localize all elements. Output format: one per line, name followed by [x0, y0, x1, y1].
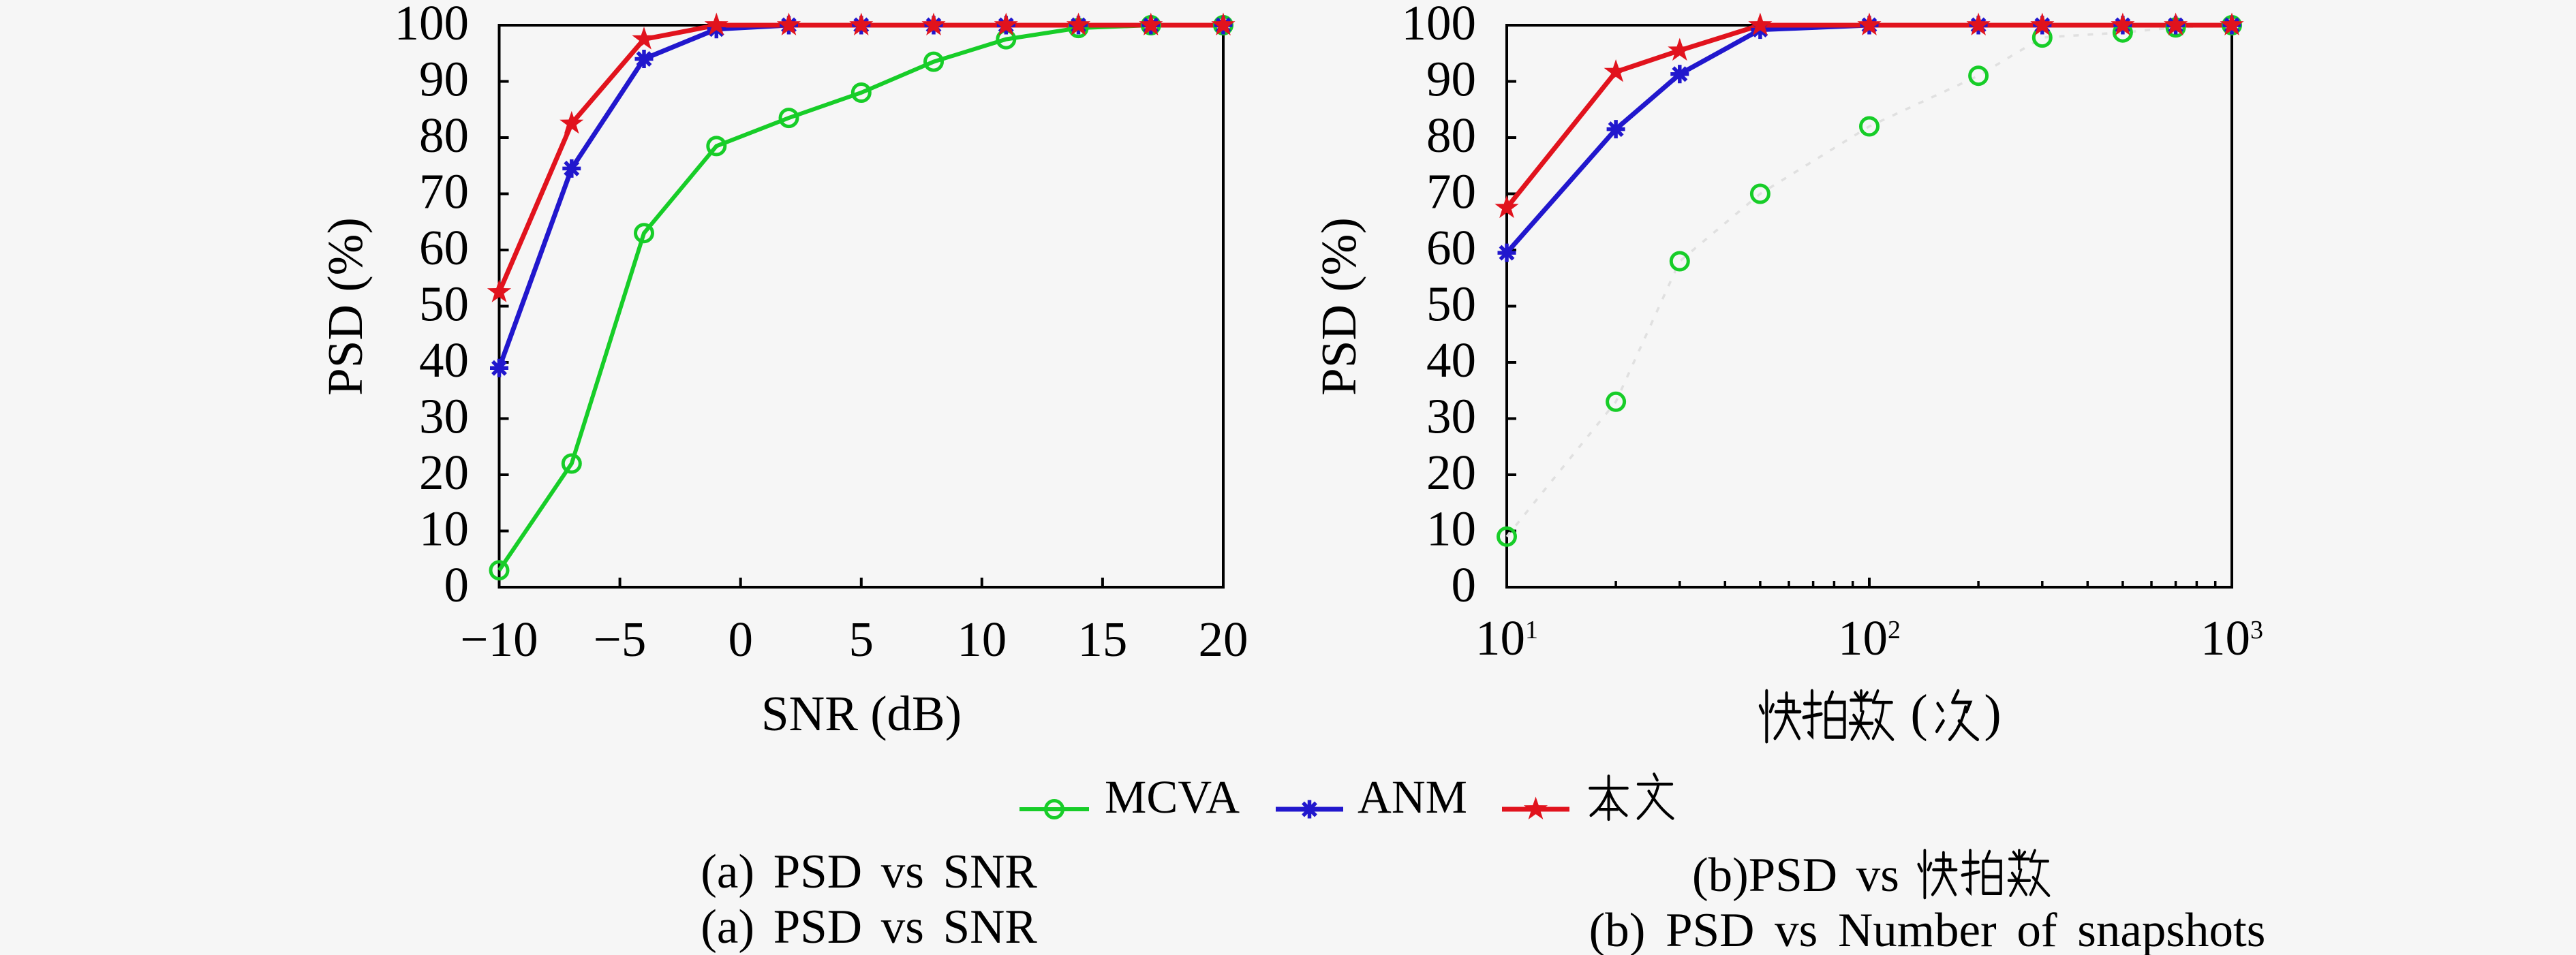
svg-text:80: 80 [419, 108, 469, 163]
svg-text:(a) PSD vs SNR: (a) PSD vs SNR [701, 901, 1037, 954]
svg-text:100: 100 [395, 0, 470, 50]
svg-text:90: 90 [419, 52, 469, 107]
svg-text:ANM: ANM [1358, 771, 1467, 823]
svg-text:(b)PSD vs: (b)PSD vs [1692, 849, 1899, 902]
svg-text:0: 0 [728, 612, 753, 667]
svg-text:(b) PSD vs Number of snapshots: (b) PSD vs Number of snapshots [1589, 904, 2266, 955]
svg-text:(: ( [1910, 685, 1927, 742]
svg-text:10: 10 [419, 501, 469, 557]
svg-text:50: 50 [419, 277, 469, 332]
svg-text:SNR (dB): SNR (dB) [761, 686, 962, 741]
svg-text:10: 10 [957, 612, 1007, 667]
svg-text:30: 30 [419, 389, 469, 444]
svg-text:70: 70 [419, 164, 469, 219]
svg-text:60: 60 [419, 220, 469, 275]
svg-text:−5: −5 [594, 612, 647, 667]
svg-text:−10: −10 [460, 612, 538, 667]
svg-text:MCVA: MCVA [1105, 771, 1240, 823]
svg-text:20: 20 [419, 445, 469, 500]
svg-text:PSD (%): PSD (%) [1311, 217, 1366, 396]
svg-text:40: 40 [1426, 332, 1476, 388]
svg-text:100: 100 [1402, 0, 1477, 50]
svg-text:80: 80 [1426, 108, 1476, 163]
svg-text:60: 60 [1426, 220, 1476, 275]
svg-text:15: 15 [1077, 612, 1127, 667]
svg-text:90: 90 [1426, 52, 1476, 107]
svg-text:0: 0 [444, 557, 470, 612]
svg-text:40: 40 [419, 332, 469, 388]
svg-text:20: 20 [1199, 612, 1248, 667]
svg-text:70: 70 [1426, 164, 1476, 219]
svg-text:0: 0 [1452, 557, 1477, 612]
svg-text:50: 50 [1426, 277, 1476, 332]
svg-text:20: 20 [1426, 445, 1476, 500]
svg-text:5: 5 [849, 612, 874, 667]
svg-text:(a) PSD vs SNR: (a) PSD vs SNR [701, 845, 1037, 898]
svg-text:10: 10 [1426, 501, 1476, 557]
svg-text:PSD (%): PSD (%) [318, 217, 373, 396]
svg-text:): ) [1984, 685, 2001, 742]
svg-text:30: 30 [1426, 389, 1476, 444]
